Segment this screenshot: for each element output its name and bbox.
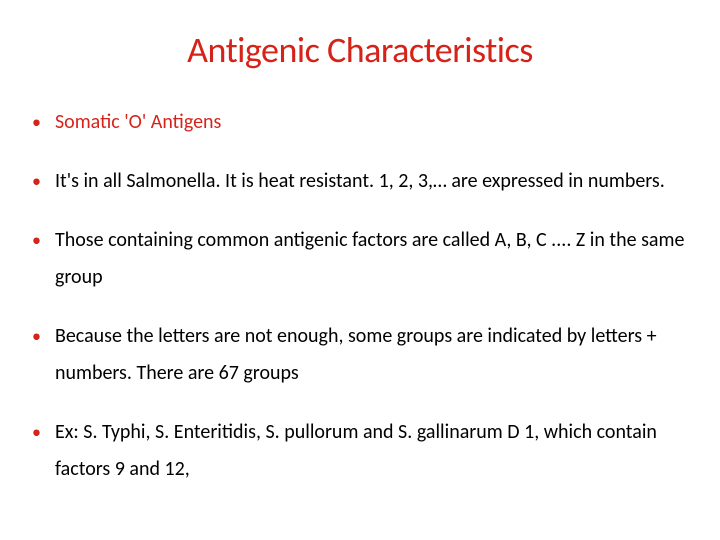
slide-title: Antigenic Characteristics — [32, 28, 688, 72]
bullet-text: Those containing common antigenic factor… — [55, 222, 688, 296]
bullet-icon: • — [32, 320, 41, 353]
bullet-icon: • — [32, 106, 41, 139]
bullet-text: Ex: S. Typhi, S. Enteritidis, S. pulloru… — [55, 414, 688, 488]
bullet-text: It's in all Salmonella. It is heat resis… — [55, 163, 688, 200]
list-item: • Somatic 'O' Antigens — [32, 104, 688, 141]
bullet-list: • Somatic 'O' Antigens • It's in all Sal… — [32, 104, 688, 488]
bullet-icon: • — [32, 165, 41, 198]
list-item: • Those containing common antigenic fact… — [32, 222, 688, 296]
bullet-icon: • — [32, 224, 41, 257]
list-item: • Ex: S. Typhi, S. Enteritidis, S. pullo… — [32, 414, 688, 488]
list-item: • It's in all Salmonella. It is heat res… — [32, 163, 688, 200]
bullet-text: Because the letters are not enough, some… — [55, 318, 688, 392]
bullet-icon: • — [32, 416, 41, 449]
bullet-text: Somatic 'O' Antigens — [55, 104, 688, 141]
list-item: • Because the letters are not enough, so… — [32, 318, 688, 392]
